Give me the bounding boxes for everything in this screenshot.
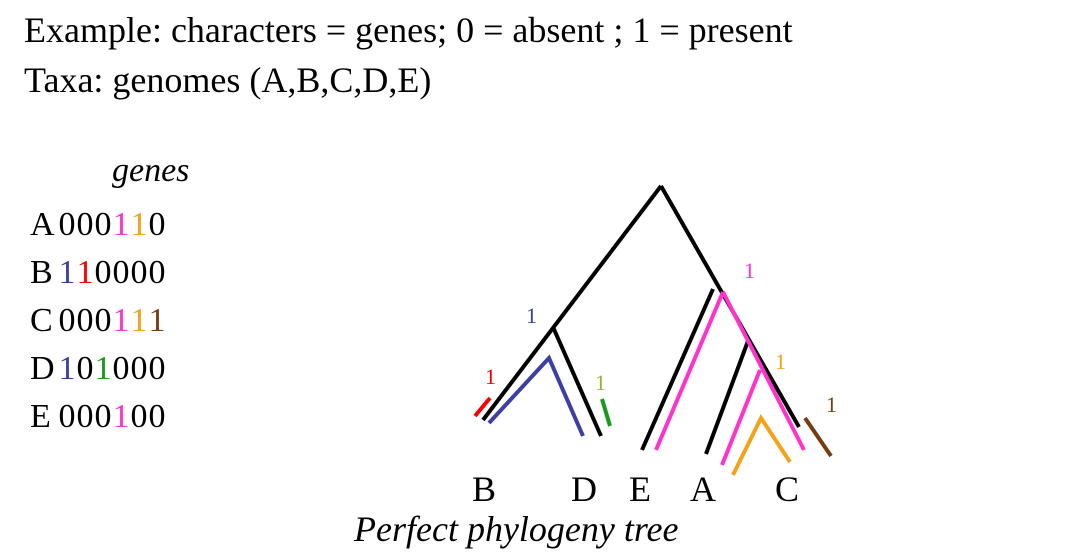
tree-branch	[481, 184, 663, 422]
taxon-label: A	[30, 206, 55, 243]
tree-branch	[704, 340, 750, 455]
tree-branch	[721, 291, 806, 451]
tree-branch	[654, 291, 725, 451]
matrix-cell: 0	[130, 398, 148, 435]
matrix-row-b: B 110000	[30, 253, 166, 301]
taxon-label: B	[30, 254, 53, 291]
matrix-cell: 0	[76, 302, 94, 339]
header-line-characters: Example: characters = genes; 0 = absent …	[24, 10, 793, 50]
matrix-cell: 1	[130, 302, 148, 339]
matrix-cell: 1	[76, 254, 94, 291]
matrix-cell: 1	[112, 398, 130, 435]
matrix-cell: 0	[58, 206, 76, 243]
tree-branch	[600, 398, 612, 427]
taxon-label: D	[30, 350, 55, 387]
tree-branch	[551, 326, 603, 437]
tree-caption: Perfect phylogeny tree	[354, 509, 679, 549]
mutation-label: 1	[595, 370, 606, 395]
tree-branch	[473, 396, 492, 418]
tree-branch	[803, 416, 833, 458]
header-line-taxa: Taxa: genomes (A,B,C,D,E)	[24, 60, 432, 100]
matrix-cell: 0	[76, 398, 94, 435]
matrix-heading: genes	[112, 152, 190, 189]
leaf-label-d: D	[571, 469, 597, 509]
mutation-label: 1	[775, 349, 786, 374]
matrix-cell: 0	[148, 350, 166, 387]
matrix-cell: 0	[112, 254, 130, 291]
matrix-cell: 1	[148, 302, 166, 339]
mutation-label: 1	[485, 364, 496, 389]
matrix-cell: 0	[130, 350, 148, 387]
matrix-cell: 0	[58, 302, 76, 339]
matrix-cell: 0	[148, 206, 166, 243]
matrix-row-e: E 000100	[30, 397, 166, 445]
tree-branch	[731, 413, 792, 476]
mutation-label: 1	[526, 303, 537, 328]
matrix-cell: 0	[148, 254, 166, 291]
matrix-cell: 0	[130, 254, 148, 291]
tree-branch	[720, 369, 762, 466]
matrix-cell: 0	[58, 398, 76, 435]
matrix-cell: 1	[58, 350, 76, 387]
matrix-cell: 0	[148, 398, 166, 435]
matrix-row-d: D 101000	[30, 349, 166, 397]
leaf-label-e: E	[629, 469, 651, 509]
tree-branch	[640, 288, 715, 451]
matrix-cell: 0	[76, 350, 94, 387]
taxon-label: C	[30, 302, 53, 339]
matrix-cell: 0	[94, 302, 112, 339]
taxon-label: E	[30, 398, 51, 435]
leaf-label-c: C	[775, 469, 799, 509]
character-matrix: A 000110 B 110000 C 000111 D 101000 E 000100	[30, 205, 166, 445]
tree-branch	[487, 354, 585, 437]
leaf-label-b: B	[472, 469, 496, 509]
matrix-cell: 0	[94, 206, 112, 243]
matrix-cell: 1	[130, 206, 148, 243]
matrix-cell: 0	[94, 398, 112, 435]
matrix-cell: 1	[94, 350, 112, 387]
matrix-cell: 1	[112, 302, 130, 339]
matrix-row-c: C 000111	[30, 301, 166, 349]
mutation-label: 1	[744, 258, 755, 283]
matrix-cell: 1	[112, 206, 130, 243]
matrix-cell: 1	[58, 254, 76, 291]
matrix-cell: 0	[76, 206, 94, 243]
mutation-label: 1	[826, 392, 837, 417]
matrix-cell: 0	[112, 350, 130, 387]
leaf-label-a: A	[690, 469, 716, 509]
matrix-cell: 0	[94, 254, 112, 291]
matrix-row-a: A 000110	[30, 205, 166, 253]
